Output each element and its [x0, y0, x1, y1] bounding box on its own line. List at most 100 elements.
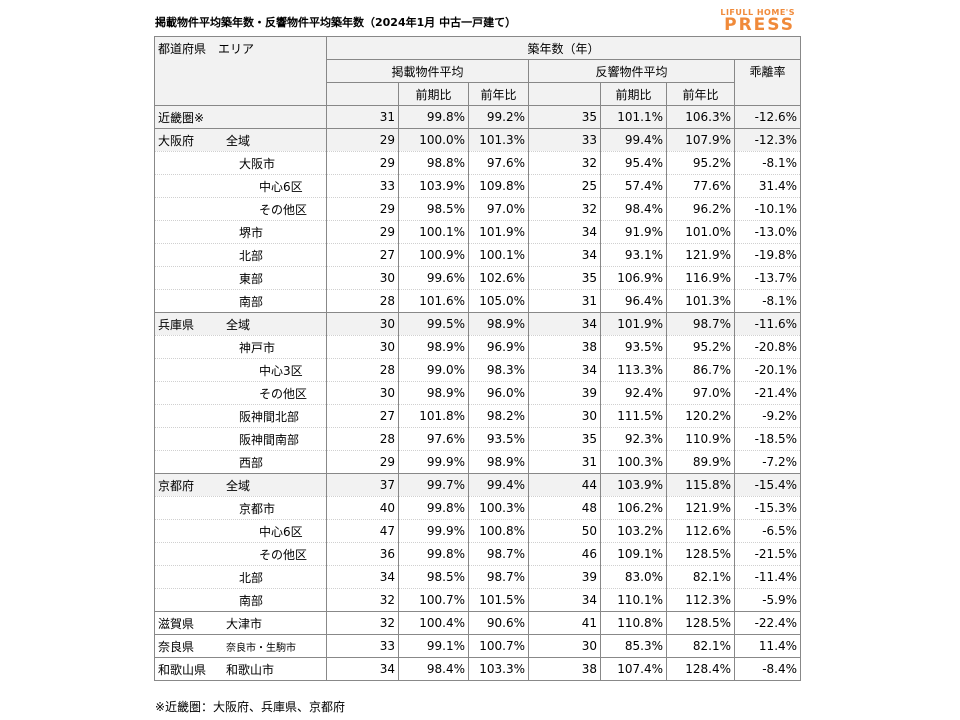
listing-avg-cell: 34 — [326, 657, 399, 681]
listing-avg-cell: 31 — [326, 105, 399, 129]
area-cell: 中心6区 — [154, 174, 327, 198]
listing-prev-period-cell: 99.8% — [398, 105, 469, 129]
listing-prev-period-cell: 99.9% — [398, 450, 469, 474]
response-prev-year-cell: 128.5% — [666, 611, 735, 635]
response-avg-cell: 35 — [528, 427, 601, 451]
area-cell: 京都府 全域 — [154, 473, 327, 497]
listing-avg-cell: 30 — [326, 335, 399, 359]
gap-rate-cell: -19.8% — [733, 243, 802, 267]
response-header: 反響物件平均 — [528, 59, 735, 83]
table-row: 大阪市 29 98.8% 97.6% 32 95.4% 95.2% -8.1% — [154, 151, 802, 175]
table-row: 京都市 40 99.8% 100.3% 48 106.2% 121.9% -15.3% — [154, 496, 802, 520]
listing-prev-year-cell: 98.7% — [468, 542, 529, 566]
listing-prev-year-cell: 101.9% — [468, 220, 529, 244]
response-avg-cell: 34 — [528, 588, 601, 612]
response-prev-period-cell: 110.8% — [600, 611, 667, 635]
listing-prev-year-cell: 96.9% — [468, 335, 529, 359]
gap-rate-cell: -8.1% — [733, 151, 802, 175]
table-title: 掲載物件平均築年数・反響物件平均築年数（2024年1月 中古一戸建て） — [155, 16, 517, 29]
listing-avg-cell: 27 — [326, 404, 399, 428]
listing-prev-year-cell: 98.9% — [468, 312, 529, 336]
gap-rate-cell: -8.1% — [733, 289, 802, 313]
area-cell: 阪神間北部 — [154, 404, 327, 428]
listing-prev-year-cell: 98.3% — [468, 358, 529, 382]
gap-rate-cell: -13.0% — [733, 220, 802, 244]
gap-rate-cell: -8.4% — [733, 657, 802, 681]
area-label: 西部 — [239, 455, 264, 470]
gap-rate-cell: 11.4% — [733, 634, 802, 658]
listing-prev-year-cell: 98.7% — [468, 565, 529, 589]
area-label: 南部 — [239, 294, 264, 309]
response-prev-year-cell: 89.9% — [666, 450, 735, 474]
area-cell: 阪神間南部 — [154, 427, 327, 451]
area-label: その他区 — [259, 547, 308, 562]
response-prev-period-cell: 107.4% — [600, 657, 667, 681]
prefecture-label: 京都府 — [158, 478, 195, 493]
gap-rate-cell: -12.6% — [733, 105, 802, 129]
response-prev-period-cell: 99.4% — [600, 128, 667, 152]
area-label: 神戸市 — [239, 340, 276, 355]
gap-rate-cell: -9.2% — [733, 404, 802, 428]
response-prev-period-cell: 93.1% — [600, 243, 667, 267]
listing-prev-year-cell: 100.3% — [468, 496, 529, 520]
area-cell: 大阪府 全域 — [154, 128, 327, 152]
response-avg-cell: 34 — [528, 220, 601, 244]
area-label: 南部 — [239, 593, 264, 608]
response-prev-period-cell: 98.4% — [600, 197, 667, 221]
listing-prev-period-cell: 98.8% — [398, 151, 469, 175]
response-prev-year-cell: 106.3% — [666, 105, 735, 129]
listing-prev-period-cell: 98.9% — [398, 381, 469, 405]
gap-rate-cell: -15.3% — [733, 496, 802, 520]
prefecture-label: 滋賀県 — [158, 616, 195, 631]
area-label: 阪神間北部 — [239, 409, 300, 424]
response-prev-year-cell: 115.8% — [666, 473, 735, 497]
area-cell: 南部 — [154, 289, 327, 313]
response-prev-period-cell: 103.2% — [600, 519, 667, 543]
response-avg-cell: 41 — [528, 611, 601, 635]
listing-avg-cell: 40 — [326, 496, 399, 520]
response-avg-cell: 25 — [528, 174, 601, 198]
listing-avg-cell: 30 — [326, 381, 399, 405]
listing-prev-period-cell: 100.4% — [398, 611, 469, 635]
area-cell: 京都市 — [154, 496, 327, 520]
area-cell: 中心3区 — [154, 358, 327, 382]
response-prev-year-cell: 96.2% — [666, 197, 735, 221]
listing-avg-cell: 29 — [326, 450, 399, 474]
area-label: 全域 — [226, 478, 251, 493]
gap-rate-cell: -13.7% — [733, 266, 802, 290]
listing-prev-year-cell: 99.4% — [468, 473, 529, 497]
listing-prev-period-cell: 99.9% — [398, 519, 469, 543]
response-avg-cell: 34 — [528, 358, 601, 382]
listing-prev-year-cell: 102.6% — [468, 266, 529, 290]
area-cell: 和歌山県 和歌山市 — [154, 657, 327, 681]
response-prev-year-cell: 82.1% — [666, 634, 735, 658]
area-label: その他区 — [259, 386, 308, 401]
listing-prev-period-cell: 100.0% — [398, 128, 469, 152]
listing-prev-year-header: 前年比 — [468, 82, 529, 106]
response-prev-period-cell: 91.9% — [600, 220, 667, 244]
area-cell: 西部 — [154, 450, 327, 474]
response-prev-year-cell: 121.9% — [666, 243, 735, 267]
area-cell: 奈良県 奈良市・生駒市 — [154, 634, 327, 658]
table-row: その他区 36 99.8% 98.7% 46 109.1% 128.5% -21.5% — [154, 542, 802, 566]
area-label: 大阪市 — [239, 156, 276, 171]
response-avg-cell: 32 — [528, 151, 601, 175]
response-prev-period-cell: 93.5% — [600, 335, 667, 359]
listing-prev-year-cell: 100.8% — [468, 519, 529, 543]
response-avg-cell: 34 — [528, 312, 601, 336]
listing-prev-period-cell: 101.6% — [398, 289, 469, 313]
listing-prev-year-cell: 109.8% — [468, 174, 529, 198]
listing-avg-cell: 29 — [326, 197, 399, 221]
area-label: 中心6区 — [259, 524, 303, 539]
response-prev-year-cell: 110.9% — [666, 427, 735, 451]
listing-prev-year-cell: 101.5% — [468, 588, 529, 612]
listing-avg-cell: 28 — [326, 427, 399, 451]
years-header: 築年数（年） — [325, 36, 802, 60]
listing-prev-year-cell: 97.0% — [468, 197, 529, 221]
response-prev-period-cell: 92.3% — [600, 427, 667, 451]
gap-rate-cell: -21.4% — [733, 381, 802, 405]
area-label: 堺市 — [239, 225, 264, 240]
gap-rate-cell: -15.4% — [733, 473, 802, 497]
table-row: 大阪府 全域 29 100.0% 101.3% 33 99.4% 107.9% -12.3% — [154, 128, 802, 152]
response-prev-year-cell: 128.4% — [666, 657, 735, 681]
